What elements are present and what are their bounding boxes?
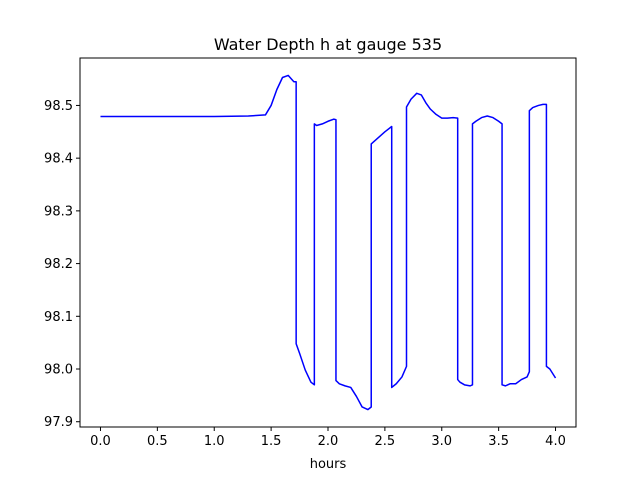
x-tick-label: 2.5 [375, 434, 396, 449]
y-tick-label: 98.5 [44, 99, 73, 114]
chart-title: Water Depth h at gauge 535 [214, 35, 442, 54]
y-tick-label: 98.3 [44, 204, 73, 219]
y-tick-label: 98.2 [44, 257, 73, 272]
x-tick-label: 3.5 [488, 434, 509, 449]
x-tick-label: 0.5 [147, 434, 168, 449]
y-tick-label: 98.1 [44, 310, 73, 325]
x-tick-label: 2.0 [318, 434, 339, 449]
x-tick-label: 4.0 [545, 434, 566, 449]
y-tick-label: 97.9 [44, 415, 73, 430]
x-axis-label: hours [310, 457, 347, 472]
x-tick-label: 0.0 [90, 434, 111, 449]
series-line-0 [100, 74, 557, 411]
x-tick-label: 1.5 [261, 434, 282, 449]
x-tick-label: 1.0 [204, 434, 225, 449]
y-tick-label: 98.4 [44, 152, 73, 167]
x-tick-label: 3.0 [431, 434, 452, 449]
y-tick-label: 98.0 [44, 363, 73, 378]
